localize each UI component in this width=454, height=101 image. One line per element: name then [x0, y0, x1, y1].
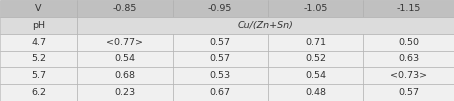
Bar: [363, 67, 454, 84]
Bar: [268, 50, 363, 67]
Text: 0.53: 0.53: [210, 71, 231, 80]
Bar: [0, 0, 77, 17]
Bar: [268, 0, 363, 17]
Text: -1.05: -1.05: [303, 4, 328, 13]
Bar: [173, 67, 268, 84]
Text: 0.50: 0.50: [398, 38, 419, 47]
Bar: [173, 34, 268, 50]
Bar: [363, 0, 454, 17]
Bar: [363, 50, 454, 67]
Bar: [77, 50, 173, 67]
Text: 5.7: 5.7: [31, 71, 46, 80]
Bar: [77, 34, 173, 50]
Text: 4.7: 4.7: [31, 38, 46, 47]
Text: 0.54: 0.54: [114, 54, 135, 63]
Bar: [0, 67, 77, 84]
Text: -0.85: -0.85: [113, 4, 137, 13]
Text: -1.15: -1.15: [396, 4, 421, 13]
Bar: [0, 34, 77, 50]
Bar: [268, 84, 363, 101]
Text: -0.95: -0.95: [208, 4, 232, 13]
Bar: [173, 84, 268, 101]
Text: 6.2: 6.2: [31, 88, 46, 97]
Text: 0.71: 0.71: [305, 38, 326, 47]
Bar: [268, 34, 363, 50]
Bar: [77, 84, 173, 101]
Bar: [173, 50, 268, 67]
Bar: [363, 84, 454, 101]
Bar: [0, 50, 77, 67]
Text: 0.57: 0.57: [210, 38, 231, 47]
Text: Cu/(Zn+Sn): Cu/(Zn+Sn): [237, 21, 294, 30]
Bar: [363, 34, 454, 50]
Text: V: V: [35, 4, 42, 13]
Bar: [0, 84, 77, 101]
Bar: [0, 17, 77, 34]
Text: <0.77>: <0.77>: [106, 38, 143, 47]
Text: 0.68: 0.68: [114, 71, 135, 80]
Text: 0.23: 0.23: [114, 88, 135, 97]
Bar: [77, 17, 454, 34]
Bar: [173, 0, 268, 17]
Text: 0.63: 0.63: [398, 54, 419, 63]
Bar: [77, 0, 173, 17]
Text: 5.2: 5.2: [31, 54, 46, 63]
Bar: [77, 67, 173, 84]
Text: 0.67: 0.67: [210, 88, 231, 97]
Text: 0.57: 0.57: [398, 88, 419, 97]
Text: 0.57: 0.57: [210, 54, 231, 63]
Bar: [268, 67, 363, 84]
Text: <0.73>: <0.73>: [390, 71, 427, 80]
Text: 0.52: 0.52: [305, 54, 326, 63]
Text: 0.48: 0.48: [305, 88, 326, 97]
Text: pH: pH: [32, 21, 45, 30]
Text: 0.54: 0.54: [305, 71, 326, 80]
